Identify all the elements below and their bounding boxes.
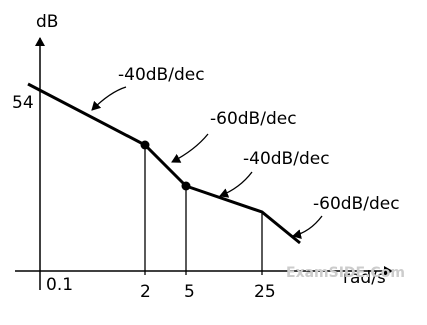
x-mark-label: 0.1 [46,275,73,295]
pointer-arrow [91,86,127,111]
pointer-arrow [171,133,209,163]
pointer-arrow [219,171,253,198]
x-mark-label: 2 [140,282,151,302]
x-mark-label: 5 [184,282,195,302]
watermark: ExamSIDE.Com [286,265,405,281]
slope-label: -40dB/dec [243,149,330,169]
slope-label: -60dB/dec [210,109,297,129]
x-axis-label: rad/s [343,268,386,288]
slope-label: -60dB/dec [313,194,400,214]
y-mark-label: 54 [12,93,34,113]
x-mark-label: 25 [254,282,276,302]
slope-label: -40dB/dec [118,65,205,85]
y-axis-label: dB [36,12,58,32]
pointer-arrow [292,215,323,240]
